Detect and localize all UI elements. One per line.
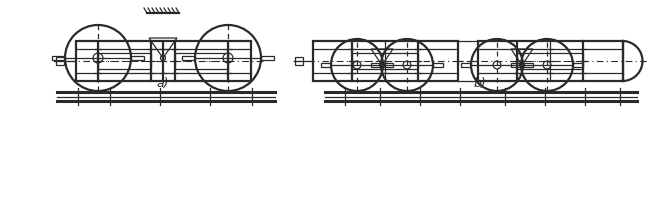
Bar	[461, 63, 471, 67]
Text: a): a)	[157, 77, 169, 90]
Bar	[477, 41, 622, 81]
Bar	[321, 63, 331, 67]
Bar	[75, 41, 250, 81]
Bar	[433, 63, 443, 67]
Bar	[98, 53, 151, 69]
Bar	[517, 53, 583, 69]
Bar	[312, 41, 457, 81]
Bar	[261, 56, 274, 60]
Bar	[573, 63, 583, 67]
Bar	[176, 53, 228, 69]
Bar	[352, 53, 418, 69]
Bar	[383, 63, 393, 67]
Bar	[371, 63, 381, 67]
Bar	[295, 57, 303, 65]
Bar	[511, 63, 521, 67]
Bar	[131, 56, 143, 60]
Text: b): b)	[474, 77, 487, 90]
Bar	[183, 56, 195, 60]
Bar	[56, 57, 64, 65]
Bar	[52, 56, 65, 60]
Bar	[523, 63, 533, 67]
